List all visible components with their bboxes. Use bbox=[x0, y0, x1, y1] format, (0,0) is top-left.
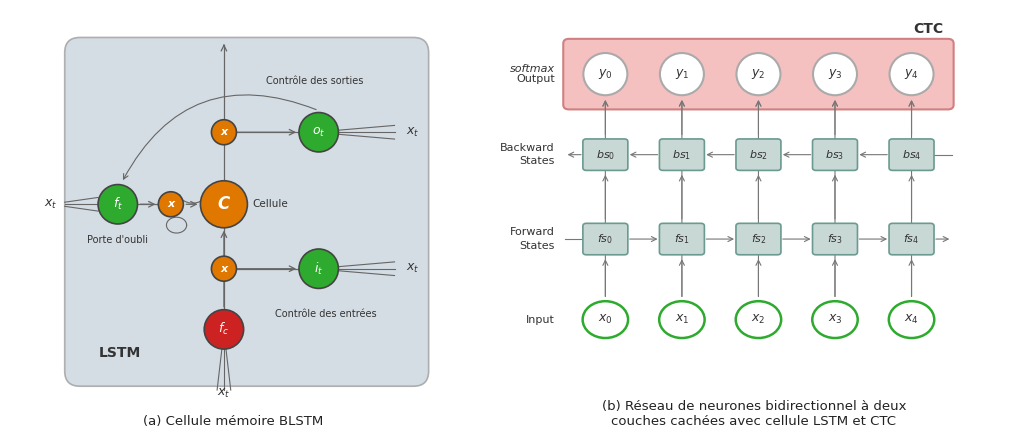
Text: $x_4$: $x_4$ bbox=[903, 313, 918, 326]
Text: $fs_4$: $fs_4$ bbox=[903, 232, 919, 246]
FancyBboxPatch shape bbox=[735, 223, 780, 255]
Text: x: x bbox=[220, 264, 227, 274]
Circle shape bbox=[98, 185, 137, 224]
Text: $y_4$: $y_4$ bbox=[903, 67, 918, 81]
Text: $y_3$: $y_3$ bbox=[827, 67, 841, 81]
Text: $bs_1$: $bs_1$ bbox=[671, 148, 691, 161]
Text: Input: Input bbox=[526, 314, 554, 325]
Circle shape bbox=[204, 310, 244, 349]
Ellipse shape bbox=[658, 301, 704, 338]
Text: $y_0$: $y_0$ bbox=[598, 67, 612, 81]
Text: $x_1$: $x_1$ bbox=[674, 313, 688, 326]
FancyBboxPatch shape bbox=[812, 139, 856, 170]
Circle shape bbox=[211, 256, 237, 281]
Ellipse shape bbox=[812, 53, 856, 95]
Text: $x_t$: $x_t$ bbox=[217, 386, 231, 400]
Text: $o_t$: $o_t$ bbox=[311, 126, 326, 139]
Text: Contrôle des entrées: Contrôle des entrées bbox=[275, 309, 377, 319]
Circle shape bbox=[200, 181, 247, 228]
Ellipse shape bbox=[582, 53, 627, 95]
Text: $fs_3$: $fs_3$ bbox=[826, 232, 842, 246]
Text: $bs_4$: $bs_4$ bbox=[901, 148, 920, 161]
Text: $bs_2$: $bs_2$ bbox=[748, 148, 767, 161]
Text: C: C bbox=[217, 195, 229, 213]
FancyBboxPatch shape bbox=[563, 39, 952, 109]
Text: $x_t$: $x_t$ bbox=[405, 262, 419, 275]
Ellipse shape bbox=[812, 301, 857, 338]
Text: Output: Output bbox=[516, 74, 554, 84]
Ellipse shape bbox=[889, 53, 932, 95]
Text: $y_1$: $y_1$ bbox=[674, 67, 688, 81]
FancyBboxPatch shape bbox=[735, 139, 780, 170]
FancyBboxPatch shape bbox=[889, 223, 933, 255]
Text: $x_t$: $x_t$ bbox=[405, 126, 419, 139]
Text: CTC: CTC bbox=[912, 22, 942, 36]
Text: x: x bbox=[220, 127, 227, 137]
FancyBboxPatch shape bbox=[582, 139, 627, 170]
Text: Contrôle des sorties: Contrôle des sorties bbox=[266, 76, 363, 86]
FancyBboxPatch shape bbox=[812, 223, 856, 255]
FancyBboxPatch shape bbox=[659, 223, 704, 255]
Text: $fs_0$: $fs_0$ bbox=[596, 232, 613, 246]
Text: Forward
States: Forward States bbox=[510, 227, 554, 251]
Text: $bs_0$: $bs_0$ bbox=[595, 148, 615, 161]
Text: $bs_3$: $bs_3$ bbox=[825, 148, 844, 161]
Text: (b) Réseau de neurones bidirectionnel à deux
couches cachées avec cellule LSTM e: (b) Réseau de neurones bidirectionnel à … bbox=[602, 400, 905, 428]
FancyBboxPatch shape bbox=[659, 139, 704, 170]
Text: $f_t$: $f_t$ bbox=[112, 196, 122, 212]
Circle shape bbox=[211, 120, 237, 145]
Text: $y_2$: $y_2$ bbox=[750, 67, 765, 81]
Ellipse shape bbox=[888, 301, 933, 338]
Text: (a) Cellule mémoire BLSTM: (a) Cellule mémoire BLSTM bbox=[143, 415, 323, 428]
Text: $x_0$: $x_0$ bbox=[598, 313, 612, 326]
Circle shape bbox=[158, 192, 183, 217]
Text: LSTM: LSTM bbox=[99, 346, 141, 359]
Text: $fs_2$: $fs_2$ bbox=[750, 232, 765, 246]
Text: $x_t$: $x_t$ bbox=[43, 198, 57, 211]
FancyBboxPatch shape bbox=[582, 223, 627, 255]
FancyBboxPatch shape bbox=[889, 139, 933, 170]
Ellipse shape bbox=[736, 53, 779, 95]
Text: x: x bbox=[167, 199, 174, 209]
Ellipse shape bbox=[582, 301, 628, 338]
Text: Cellule: Cellule bbox=[252, 199, 287, 209]
Text: $i_t$: $i_t$ bbox=[313, 260, 323, 277]
Text: $x_3$: $x_3$ bbox=[827, 313, 841, 326]
Text: $f_c$: $f_c$ bbox=[218, 321, 229, 338]
FancyBboxPatch shape bbox=[65, 37, 429, 386]
Circle shape bbox=[298, 112, 338, 152]
Ellipse shape bbox=[735, 301, 780, 338]
Ellipse shape bbox=[659, 53, 704, 95]
Text: Porte d'oubli: Porte d'oubli bbox=[87, 235, 149, 244]
Text: $fs_1$: $fs_1$ bbox=[673, 232, 690, 246]
Text: softmax: softmax bbox=[509, 64, 554, 74]
Text: $x_2$: $x_2$ bbox=[750, 313, 765, 326]
Circle shape bbox=[298, 249, 338, 289]
Text: Backward
States: Backward States bbox=[499, 143, 554, 166]
